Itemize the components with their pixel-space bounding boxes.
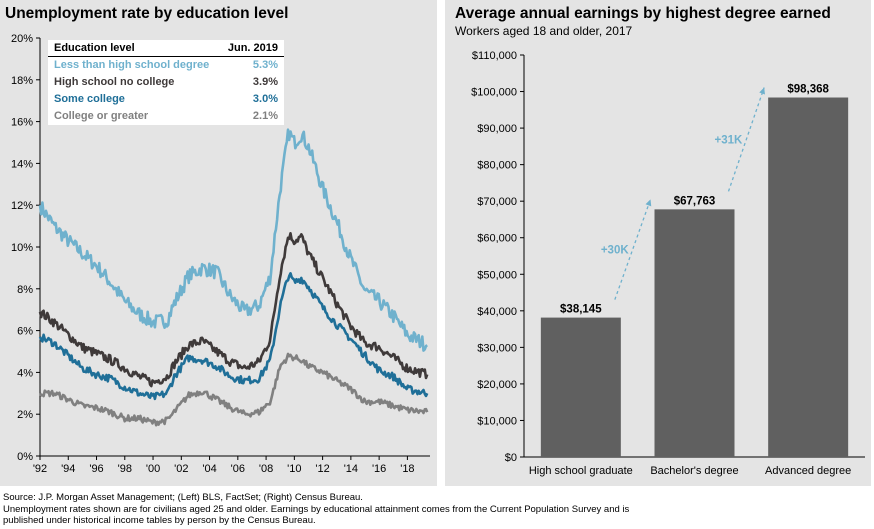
x-tick-label: '04: [202, 463, 216, 475]
y-tick-label: $100,000: [471, 87, 517, 99]
category-label: Advanced degree: [765, 465, 851, 477]
y-tick-label: 10%: [11, 242, 33, 254]
legend-value: 3.9%: [252, 76, 278, 88]
y-tick-label: $20,000: [477, 379, 517, 391]
y-tick-label: $60,000: [477, 233, 517, 245]
legend-label: College or greater: [54, 110, 149, 122]
right-chart-title: Average annual earnings by highest degre…: [455, 5, 831, 22]
legend-row-some-college: Some college 3.0%: [48, 91, 284, 108]
legend-header: Education level Jun. 2019: [48, 40, 284, 57]
legend-value: 3.0%: [252, 93, 278, 105]
right-chart-subtitle: Workers aged 18 and older, 2017: [455, 24, 633, 38]
legend-row-college: College or greater 2.1%: [48, 108, 284, 125]
left-chart-title: Unemployment rate by education level: [5, 5, 289, 22]
unemployment-line-chart: 0% 2% 4% 6% 8% 10% 12% 14% 16% 18% 20% '92 '94 '96 '98…: [11, 33, 430, 475]
y-tick-label: $80,000: [477, 160, 517, 172]
legend-header-label: Education level: [54, 42, 135, 54]
y-tick-label: 14%: [11, 158, 33, 170]
y-tick-label: $30,000: [477, 342, 517, 354]
x-tick-label: '16: [372, 463, 386, 475]
arrow-head: [645, 199, 652, 207]
y-tick-label: $10,000: [477, 415, 517, 427]
arrow-head: [759, 87, 765, 95]
category-label: Bachelor's degree: [650, 465, 738, 477]
x-tick-label: '08: [259, 463, 273, 475]
chart-legend: Education level Jun. 2019 Less than high…: [48, 40, 284, 125]
legend-value: 2.1%: [252, 110, 278, 122]
bar-value-label: $98,368: [787, 84, 829, 96]
legend-label: Some college: [54, 93, 125, 105]
growth-annotation: +30K: [601, 244, 630, 256]
y-tick-label: 0%: [17, 451, 33, 463]
legend-label: High school no college: [54, 76, 175, 88]
y-tick-label: $70,000: [477, 196, 517, 208]
bar-value-label: $38,145: [560, 304, 602, 316]
growth-arrow: [727, 87, 765, 192]
y-tick-label: 16%: [11, 117, 33, 129]
y-tick-label: 18%: [11, 75, 33, 87]
x-tick-label: '98: [118, 463, 132, 475]
x-tick-label: '18: [400, 463, 414, 475]
footer-note-line2: published under historical income tables…: [3, 515, 316, 526]
y-tick-label: $50,000: [477, 269, 517, 281]
series-line-some-college: [38, 272, 429, 401]
series-line-high-school-no-college: [38, 232, 429, 388]
x-tick-label: '94: [61, 463, 75, 475]
series-line-college-or-greater: [38, 352, 429, 427]
y-tick-label: $110,000: [472, 50, 517, 62]
legend-value: 5.3%: [252, 59, 278, 71]
y-tick-label: 8%: [17, 284, 33, 296]
right-chart-panel: Average annual earnings by highest degre…: [445, 0, 871, 486]
earnings-bar-chart: $0 $10,000 $20,000 $30,000 $40,000 $50,000 $60…: [471, 50, 865, 477]
x-tick-label: '00: [146, 463, 160, 475]
legend-label: Less than high school degree: [54, 59, 210, 71]
y-tick-label: 6%: [17, 326, 33, 338]
x-tick-label: '06: [231, 463, 245, 475]
y-tick-label: 2%: [17, 409, 33, 421]
series-line-less-than-high-school-degree: [38, 128, 428, 352]
legend-header-value: Jun. 2019: [227, 42, 278, 54]
bar: [654, 209, 735, 457]
footer-note-line1: Unemployment rates shown are for civilia…: [3, 504, 630, 515]
legend-row-less-than-hs: Less than high school degree 5.3%: [48, 57, 284, 74]
growth-annotation: +31K: [715, 134, 744, 146]
bar: [768, 97, 849, 457]
footer-source: Source: J.P. Morgan Asset Management; (L…: [3, 492, 363, 503]
x-tick-label: '14: [344, 463, 358, 475]
y-tick-label: 12%: [11, 200, 33, 212]
x-tick-label: '92: [33, 463, 47, 475]
y-tick-label: $40,000: [477, 306, 517, 318]
bar-value-label: $67,763: [674, 195, 716, 207]
x-tick-label: '02: [174, 463, 188, 475]
x-tick-label: '10: [287, 463, 301, 475]
y-tick-label: 20%: [11, 33, 33, 45]
x-tick-label: '12: [315, 463, 329, 475]
x-tick-label: '96: [89, 463, 103, 475]
legend-row-high-school: High school no college 3.9%: [48, 74, 284, 91]
bar: [540, 317, 621, 457]
left-chart-panel: Unemployment rate by education level 0% 2…: [0, 0, 437, 486]
y-tick-label: $90,000: [477, 123, 517, 135]
y-tick-label: $0: [505, 452, 517, 464]
category-label: High school graduate: [529, 465, 633, 477]
y-tick-label: 4%: [17, 367, 33, 379]
